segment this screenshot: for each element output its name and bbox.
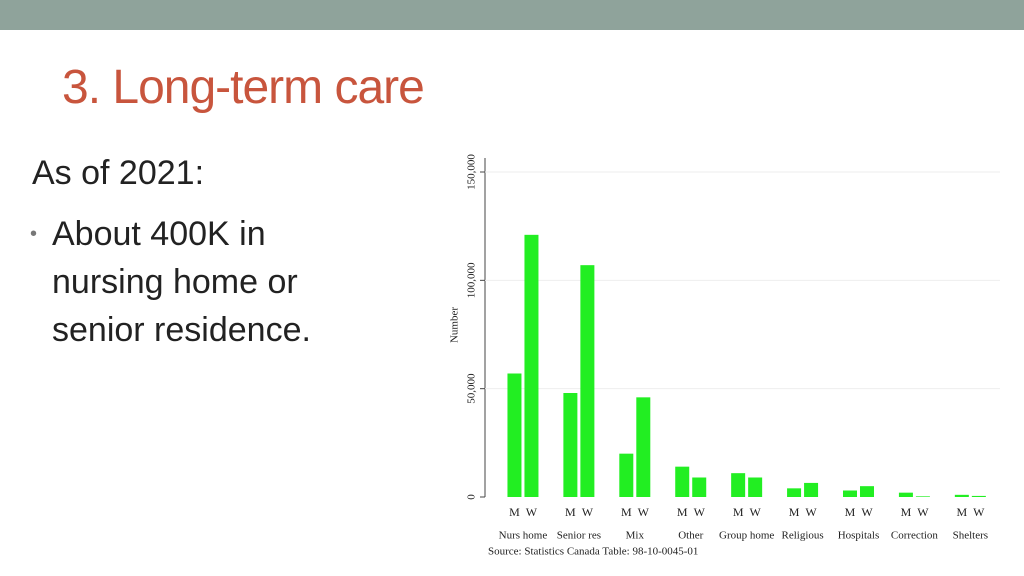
series-label: M [845,505,856,519]
bar [748,477,763,497]
x-tick-label: Senior res [557,530,601,542]
series-label: M [621,505,632,519]
bar [580,265,595,497]
bar [507,373,522,497]
series-label: W [973,505,985,519]
x-tick-label: Group home [719,530,774,542]
bar [675,466,690,497]
series-label: W [805,505,817,519]
series-label: M [733,505,744,519]
bar [915,496,930,497]
series-label: M [789,505,800,519]
x-tick-label: Correction [891,530,939,542]
intro-text: As of 2021: [32,154,205,192]
series-label: M [509,505,520,519]
bar [804,482,819,497]
bar [619,453,634,497]
series-label: W [526,505,538,519]
bar [692,477,707,497]
series-label: M [901,505,912,519]
bullet-line: nursing home or [52,263,298,301]
y-tick-label: 100,000 [466,262,478,298]
slide-title: 3. Long-term care [62,61,425,114]
series-label: M [565,505,576,519]
series-label: W [917,505,929,519]
series-label: W [638,505,650,519]
bullet-line: senior residence. [52,311,311,349]
series-label: W [582,505,594,519]
y-tick-label: 0 [466,494,478,500]
bullet: • About 400K in nursing home or senior r… [30,210,311,354]
bar [563,393,578,497]
x-tick-label: Shelters [953,530,988,542]
x-tick-label: Other [678,530,703,542]
x-tick-label: Religious [781,530,823,542]
top-bar [0,0,1024,30]
series-label: M [957,505,968,519]
bar [636,397,651,497]
source-note: Source: Statistics Canada Table: 98-10-0… [488,546,698,558]
x-tick-label: Nurs home [499,530,548,542]
bullet-line: About 400K in [52,215,266,253]
series-label: W [749,505,761,519]
bar [787,488,802,497]
series-label: W [861,505,873,519]
x-tick-label: Mix [626,530,645,542]
x-tick-label: Hospitals [838,530,880,542]
bar [731,473,746,497]
bar [898,492,913,497]
bar [524,234,539,498]
bar [842,490,857,497]
y-axis-label: Number [449,307,461,343]
y-tick-label: 50,000 [466,373,478,404]
bar [859,486,874,497]
series-label: M [677,505,688,519]
bullet-dot: • [30,223,38,245]
bar [954,494,969,497]
y-tick-label: 150,000 [466,154,478,190]
series-label: W [694,505,706,519]
bar [971,495,986,497]
